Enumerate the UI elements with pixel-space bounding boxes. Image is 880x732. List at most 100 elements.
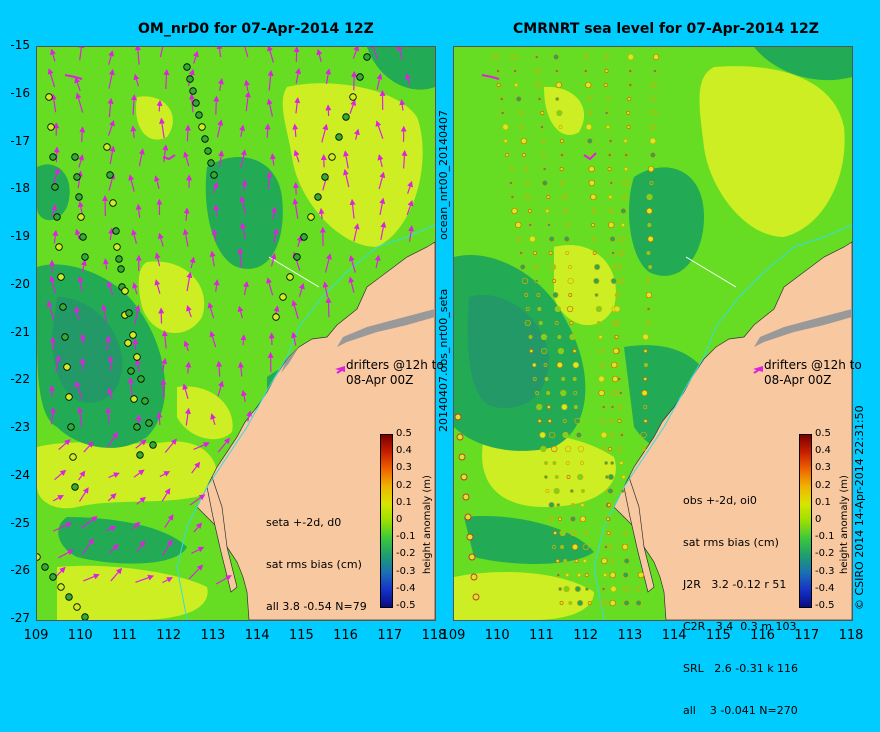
satellite-observation-dot	[543, 167, 546, 170]
satellite-observation-dot	[513, 69, 516, 72]
observation-circle	[37, 554, 40, 561]
satellite-observation-dot	[651, 110, 657, 116]
satellite-observation-dot	[516, 222, 522, 228]
satellite-observation-dot	[546, 209, 549, 212]
satellite-observation-dot	[621, 489, 624, 492]
satellite-observation-dot	[611, 278, 617, 284]
satellite-observation-dot	[566, 223, 569, 226]
satellite-observation-dot	[618, 278, 624, 284]
satellite-observation-dot	[524, 167, 527, 170]
satellite-observation-dot	[568, 278, 574, 284]
longitude-tick-label: 111	[521, 628, 561, 643]
satellite-observation-dot	[515, 83, 518, 86]
satellite-observation-dot	[541, 139, 544, 142]
satellite-observation-dot	[611, 362, 617, 368]
left-map-panel	[36, 46, 436, 621]
satellite-observation-dot	[500, 97, 503, 100]
drifters-legend-left: drifters @12h to 08-Apr 00Z	[346, 358, 444, 388]
satellite-observation-dot	[541, 446, 547, 452]
satellite-observation-dot	[562, 377, 565, 380]
colorbar-tick-label: 0	[396, 514, 402, 525]
satellite-observation-dot	[560, 530, 566, 536]
current-arrow	[187, 127, 188, 141]
satellite-observation-dot	[567, 475, 570, 478]
drifters-legend-line: drifters @12h to	[346, 358, 444, 373]
satellite-observation-dot	[549, 236, 555, 242]
observation-circle	[146, 420, 153, 427]
colorbar-tick-label: 0.4	[396, 445, 412, 456]
satellite-observation-dot	[636, 600, 642, 606]
satellite-observation-dot	[587, 138, 593, 144]
satellite-observation-dot	[597, 321, 600, 324]
satellite-observation-dot	[585, 573, 588, 576]
satellite-observation-dot	[574, 391, 577, 394]
satellite-observation-dot	[621, 223, 624, 226]
observation-circle	[350, 94, 357, 101]
colorbar-tick-label: 0.1	[815, 497, 831, 508]
satellite-observation-dot	[564, 209, 567, 212]
longitude-tick-label: 109	[16, 628, 56, 643]
satellite-observation-dot	[550, 264, 556, 270]
latitude-tick-label: -22	[0, 372, 30, 386]
satellite-observation-dot	[593, 251, 596, 254]
longitude-tick-label: 109	[433, 628, 473, 643]
latitude-tick-label: -15	[0, 38, 30, 52]
satellite-observation-dot	[535, 68, 541, 74]
satellite-observation-dot	[611, 559, 614, 562]
satellite-observation-dot	[629, 69, 632, 72]
satellite-observation-dot	[584, 531, 587, 534]
satellite-observation-dot	[465, 514, 471, 520]
satellite-observation-dot	[627, 125, 630, 128]
satellite-observation-dot	[536, 404, 542, 410]
satellite-observation-dot	[605, 69, 608, 72]
colorbar-tick-label: -0.3	[396, 566, 416, 577]
satellite-observation-dot	[653, 54, 659, 60]
observation-circle	[76, 194, 83, 201]
left-map-title: OM_nrD0 for 07-Apr-2014 12Z	[138, 21, 374, 37]
satellite-observation-dot	[542, 180, 548, 186]
satellite-observation-dot	[549, 251, 552, 254]
satellite-observation-dot	[573, 377, 576, 380]
satellite-observation-dot	[607, 503, 610, 506]
satellite-observation-dot	[607, 97, 610, 100]
satellite-observation-dot	[546, 489, 549, 492]
satellite-observation-dot	[496, 69, 499, 72]
satellite-observation-dot	[577, 573, 580, 576]
satellite-observation-dot	[570, 530, 576, 536]
observation-circle	[301, 234, 308, 241]
satellite-observation-dot	[538, 97, 541, 100]
satellite-observation-dot	[529, 335, 532, 338]
colorbar-tick-label: -0.4	[815, 583, 835, 594]
satellite-observation-dot	[608, 447, 611, 450]
observation-circle	[184, 64, 191, 71]
current-arrow	[243, 337, 244, 345]
latitude-tick-label: -24	[0, 468, 30, 482]
current-arrow	[82, 129, 83, 142]
current-arrow	[107, 338, 108, 350]
satellite-observation-dot	[557, 362, 563, 368]
current-arrow	[166, 72, 167, 89]
observation-circle	[74, 604, 81, 611]
satellite-observation-dot	[647, 307, 650, 310]
satellite-observation-dot	[535, 55, 538, 58]
satellite-observation-dot	[628, 97, 631, 100]
colorbar-tick-label: 0.5	[396, 428, 412, 439]
observation-circle	[82, 614, 89, 620]
satellite-observation-dot	[580, 461, 583, 464]
satellite-observation-dot	[556, 82, 562, 88]
stats-line: SRL 2.6 -0.31 k 116	[683, 662, 798, 676]
observation-circle	[357, 74, 364, 81]
satellite-observation-dot	[553, 292, 559, 298]
observation-circle	[130, 332, 137, 339]
observation-circle	[107, 172, 114, 179]
satellite-observation-dot	[549, 432, 555, 438]
satellite-observation-dot	[588, 97, 591, 100]
satellite-observation-dot	[553, 279, 556, 282]
satellite-observation-dot	[536, 82, 542, 88]
satellite-observation-dot	[541, 111, 544, 114]
colorbar-tick-label: -0.1	[396, 531, 416, 542]
observation-circle	[336, 134, 343, 141]
satellite-observation-dot	[606, 125, 609, 128]
satellite-observation-dot	[533, 363, 536, 366]
observation-circle	[202, 136, 209, 143]
